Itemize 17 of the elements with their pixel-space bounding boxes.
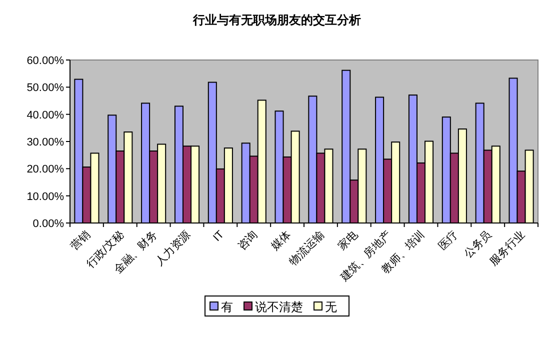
x-tick-label: 营销 [68,228,93,253]
x-tick-label: 媒体 [269,228,294,253]
x-tick-label: 医疗 [436,228,461,253]
chart-title: 行业与有无职场朋友的交互分析 [192,13,361,27]
y-tick-label: 30.00% [26,136,64,148]
y-tick-label: 50.00% [26,82,64,94]
y-tick-label: 0.00% [32,218,64,230]
x-tick-label: 咨询 [236,228,260,253]
x-tick-label: IT [211,228,227,244]
y-tick-label: 40.00% [26,109,64,122]
legend-label: 有 [221,300,233,314]
y-tick-label: 20.00% [26,164,64,176]
y-tick-label: 60.00% [26,55,64,67]
y-tick-label: 10.00% [26,190,64,203]
legend-label: 无 [325,300,337,314]
x-tick-label: 家电 [336,228,360,253]
legend-label: 说不清楚 [255,300,303,314]
